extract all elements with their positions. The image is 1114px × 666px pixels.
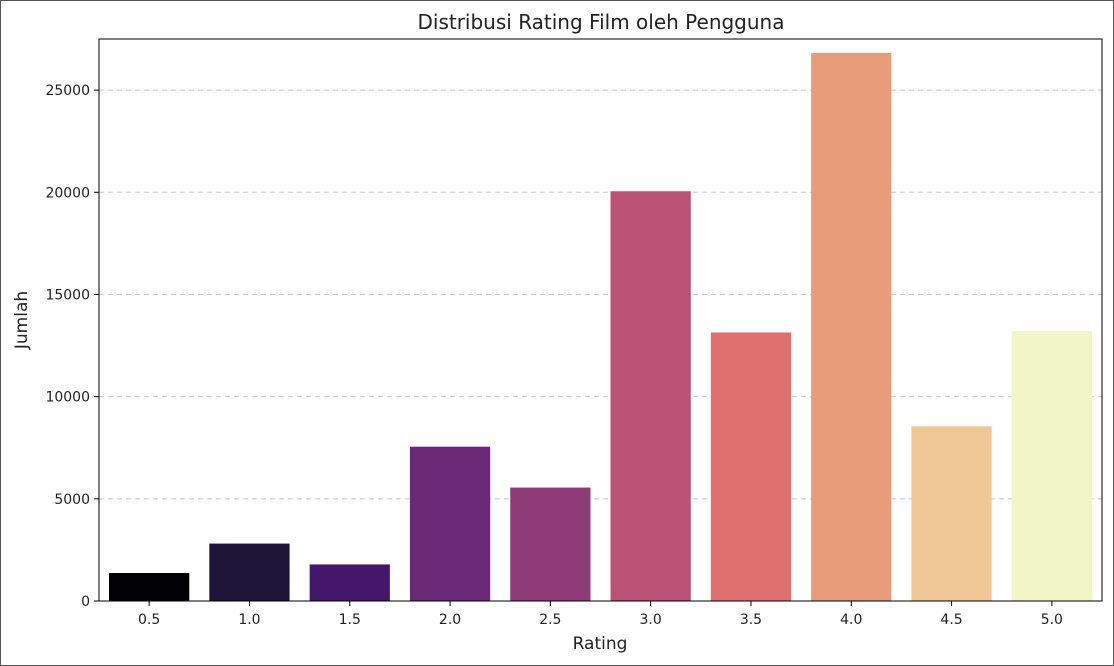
x-tick-label: 5.0 <box>1041 612 1063 628</box>
y-tick-label: 0 <box>81 594 90 610</box>
chart-title: Distribusi Rating Film oleh Pengguna <box>417 10 784 34</box>
bar-rating-4.5 <box>911 426 992 601</box>
bar-rating-1.5 <box>309 564 390 601</box>
x-tick-label: 3.5 <box>740 612 762 628</box>
y-tick-label: 20000 <box>45 185 90 201</box>
bar-rating-3.5 <box>710 332 792 601</box>
axes: 0 5000 10000 15000 20000 25000 0.5 1.0 1.5 2.0 2.5… <box>45 38 1103 628</box>
bar-rating-0.5 <box>109 573 190 601</box>
y-tick-label: 15000 <box>45 287 90 303</box>
bars <box>109 52 1092 601</box>
x-tick-label: 1.0 <box>238 612 260 628</box>
x-tick-label: 3.0 <box>640 612 662 628</box>
x-tick-label: 2.5 <box>539 612 561 628</box>
bar-rating-1.0 <box>209 543 290 601</box>
bar-rating-4.0 <box>811 52 892 601</box>
x-axis-title: Rating <box>573 634 628 654</box>
bar-rating-3.0 <box>610 191 691 601</box>
x-tick-label: 2.0 <box>439 612 461 628</box>
x-tick-label: 4.0 <box>840 612 862 628</box>
bar-rating-2.0 <box>409 446 491 601</box>
y-tick-label: 25000 <box>45 83 90 99</box>
y-axis-title: Jumlah <box>12 291 32 350</box>
plot-frame <box>98 38 1103 602</box>
y-tick-label: 10000 <box>45 390 90 406</box>
y-tick-label: 5000 <box>54 492 90 508</box>
x-tick-label: 4.5 <box>940 612 962 628</box>
x-tick-label: 0.5 <box>138 612 160 628</box>
x-tick-label: 1.5 <box>339 612 361 628</box>
bar-rating-2.5 <box>510 487 591 601</box>
bar-rating-5.0 <box>1011 331 1092 601</box>
